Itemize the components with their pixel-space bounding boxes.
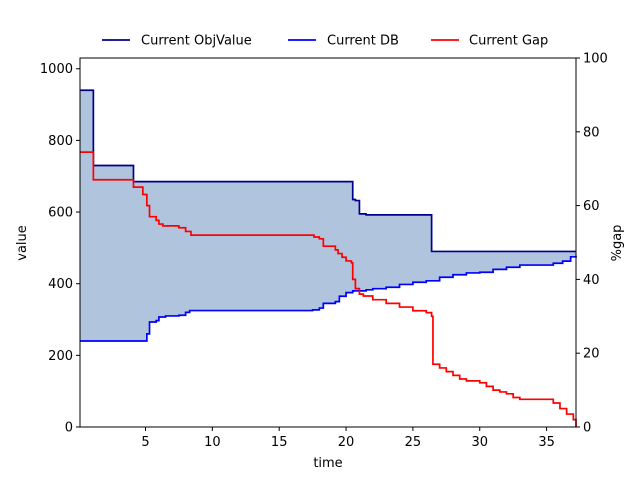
y2-tick-label: 40	[583, 273, 600, 288]
x-tick-label: 25	[405, 435, 422, 450]
y2-tick-label: 0	[583, 421, 591, 436]
legend-label-db: Current DB	[327, 34, 399, 49]
y2-tick-label: 20	[583, 347, 600, 362]
legend: Current ObjValue Current DB Current Gap	[102, 34, 548, 49]
x-tick-label: 20	[338, 435, 355, 450]
y2-tick-label: 60	[583, 199, 600, 214]
x-axis-label: time	[313, 456, 342, 471]
series-line-db	[80, 255, 577, 342]
fill-between-area	[80, 90, 576, 342]
y2-tick-label: 100	[583, 52, 608, 67]
y-tick-label: 1000	[40, 62, 73, 77]
x-tick-label: 15	[271, 435, 288, 450]
plot-area	[80, 89, 577, 427]
y-tick-label: 800	[48, 134, 73, 149]
y-axis-label: value	[15, 225, 30, 261]
legend-label-objvalue: Current ObjValue	[141, 34, 252, 49]
y-tick-label: 0	[65, 421, 73, 436]
y2-tick-label: 80	[583, 125, 600, 140]
x-tick-label: 35	[538, 435, 555, 450]
x-tick-label: 10	[204, 435, 221, 450]
legend-label-gap: Current Gap	[469, 34, 548, 49]
y2-axis-label: %gap	[610, 225, 625, 262]
axes: 5 10 15 20 25 30 35 0 200 400 600 800 1000 0 20 40 60 80 1…	[40, 52, 608, 451]
plot-frame	[79, 57, 577, 428]
y-tick-label: 200	[48, 349, 73, 364]
y-tick-label: 600	[48, 206, 73, 221]
y-tick-label: 400	[48, 277, 73, 292]
series-line-gap	[80, 151, 577, 427]
x-tick-label: 5	[141, 435, 149, 450]
x-tick-label: 30	[471, 435, 488, 450]
